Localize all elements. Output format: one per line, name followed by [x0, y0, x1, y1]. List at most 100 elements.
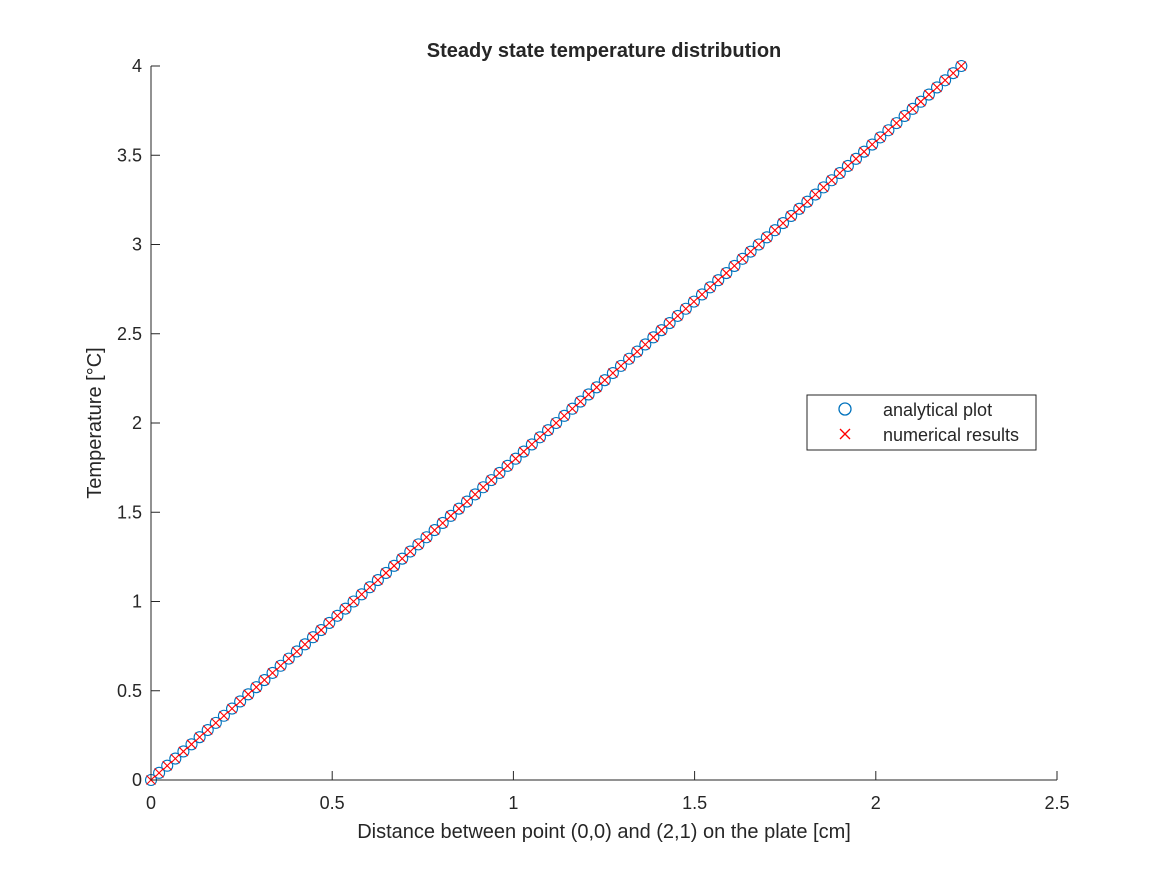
numerical-point	[672, 311, 683, 321]
analytical-point	[906, 102, 919, 115]
numerical-point	[778, 218, 788, 228]
analytical-point	[250, 681, 263, 694]
analytical-point	[590, 381, 603, 394]
y-tick-label: 2.5	[117, 324, 142, 344]
analytical-point	[331, 609, 344, 622]
numerical-point	[178, 746, 189, 757]
numerical-point	[235, 696, 246, 707]
numerical-point	[648, 332, 659, 343]
analytical-point	[533, 431, 547, 444]
numerical-point	[194, 732, 205, 743]
numerical-point	[616, 360, 626, 371]
analytical-point	[606, 366, 619, 380]
x-axis-label: Distance between point (0,0) and (2,1) o…	[357, 821, 851, 843]
numerical-point	[518, 446, 529, 457]
numerical-point	[210, 717, 221, 728]
analytical-point	[825, 174, 838, 187]
analytical-point	[274, 659, 287, 672]
analytical-point	[647, 331, 660, 344]
y-tick-label: 3	[132, 235, 142, 255]
numerical-point	[567, 403, 578, 414]
numerical-point	[348, 596, 359, 607]
numerical-point	[445, 510, 456, 521]
numerical-point	[551, 418, 562, 428]
analytical-point	[623, 352, 636, 365]
analytical-point	[744, 245, 757, 258]
y-axis-label: Temperature [°C]	[84, 347, 106, 498]
numerical-point	[632, 346, 643, 357]
legend: analytical plot numerical results	[806, 394, 1037, 451]
numerical-point	[389, 560, 399, 571]
numerical-point	[267, 668, 278, 678]
analytical-point	[720, 267, 733, 280]
analytical-point	[793, 202, 806, 215]
analytical-point	[298, 638, 312, 651]
analytical-point	[388, 559, 401, 572]
analytical-point	[955, 59, 968, 73]
analytical-point	[428, 524, 441, 537]
numerical-point	[932, 82, 942, 93]
numerical-point	[510, 453, 521, 464]
numerical-point	[251, 682, 262, 693]
analytical-point	[307, 631, 320, 644]
numerical-point	[437, 518, 448, 528]
analytical-point	[833, 167, 846, 180]
x-tick-label: 2	[871, 793, 881, 813]
numerical-point	[405, 546, 416, 557]
analytical-point	[363, 581, 376, 594]
numerical-point	[356, 589, 367, 600]
analytical-point	[598, 374, 611, 387]
analytical-point	[371, 574, 384, 587]
analytical-point	[866, 138, 879, 151]
analytical-point	[817, 181, 830, 194]
analytical-point	[679, 302, 692, 315]
numerical-point	[154, 767, 164, 778]
analytical-point	[614, 359, 628, 372]
analytical-point	[444, 509, 457, 522]
numerical-point	[300, 639, 310, 650]
x-tick-label: 0.5	[320, 793, 345, 813]
analytical-point	[379, 566, 393, 579]
analytical-point	[914, 95, 927, 108]
analytical-point	[355, 588, 368, 601]
analytical-point	[217, 709, 230, 722]
analytical-point	[930, 81, 944, 94]
numerical-point	[745, 246, 756, 257]
analytical-point	[266, 666, 279, 679]
analytical-point	[469, 488, 482, 501]
y-tick-label: 1.5	[117, 502, 142, 522]
analytical-point	[704, 281, 717, 294]
numerical-point	[243, 689, 254, 700]
numerical-point	[478, 482, 489, 493]
analytical-point	[517, 445, 530, 458]
analytical-point	[185, 738, 198, 751]
numerical-point	[340, 603, 351, 614]
series-numerical-results	[146, 61, 967, 785]
numerical-point	[891, 118, 902, 129]
legend-marker-numerical	[839, 428, 851, 440]
analytical-point	[258, 673, 271, 687]
numerical-point	[291, 646, 302, 657]
analytical-point	[639, 338, 652, 351]
analytical-point	[752, 238, 765, 251]
analytical-point	[201, 723, 214, 737]
analytical-point	[631, 345, 644, 358]
numerical-point	[583, 389, 594, 400]
numerical-point	[721, 268, 732, 278]
analytical-point	[947, 67, 960, 80]
numerical-point	[794, 203, 805, 214]
analytical-point	[477, 481, 490, 494]
analytical-point	[728, 259, 741, 272]
analytical-point	[315, 624, 328, 637]
numerical-point	[275, 660, 286, 671]
numerical-point	[834, 168, 845, 178]
numerical-point	[429, 525, 440, 535]
analytical-point	[858, 145, 871, 158]
numerical-point	[948, 68, 959, 79]
data-series	[144, 59, 968, 787]
numerical-point	[940, 75, 951, 86]
numerical-point	[899, 111, 910, 121]
analytical-point	[193, 731, 206, 744]
analytical-point	[525, 438, 538, 451]
